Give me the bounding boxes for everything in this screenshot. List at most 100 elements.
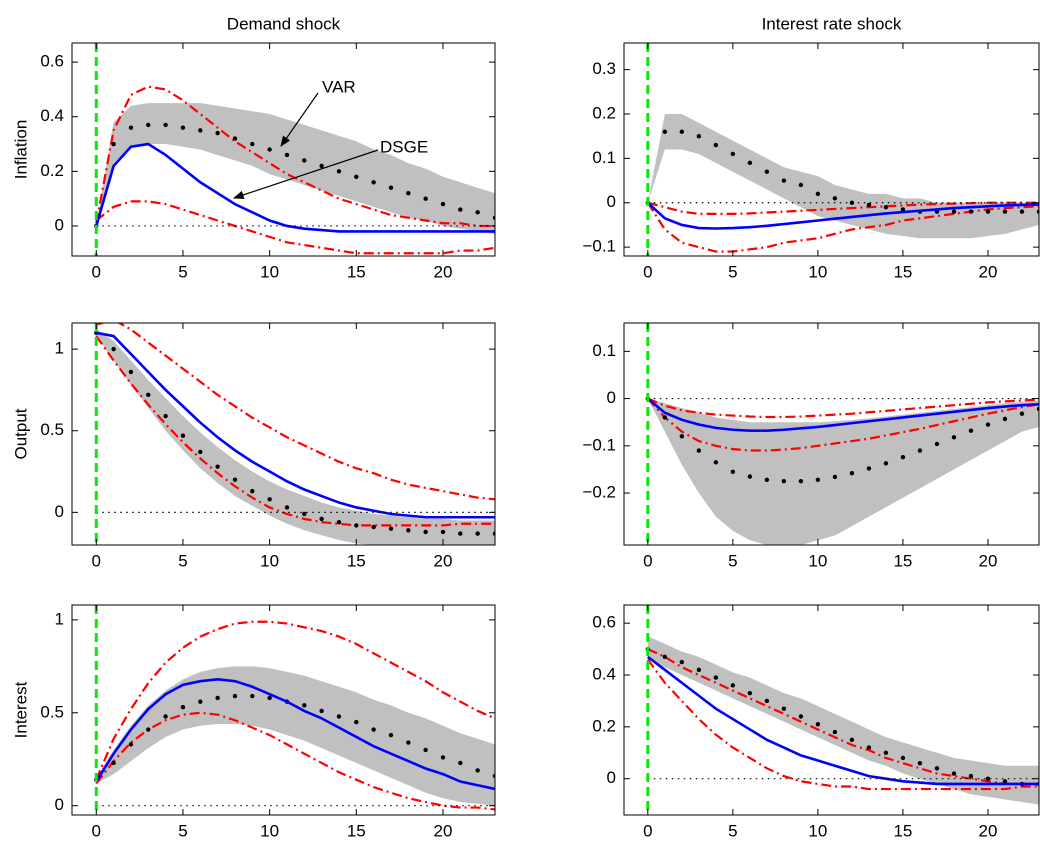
var-point (319, 516, 324, 522)
x-tick-label: 20 (434, 551, 453, 570)
plot (94, 43, 495, 256)
y-tick-label: −0.2 (582, 483, 616, 502)
x-tick-label: 0 (92, 821, 101, 840)
var-point (900, 207, 906, 212)
var-point (215, 695, 220, 701)
y-tick-label: 1 (55, 339, 64, 358)
var-point (388, 185, 394, 190)
var-point (662, 415, 668, 420)
var-point (111, 346, 116, 352)
dsge-line (647, 655, 1039, 786)
var-point (128, 742, 134, 747)
var-point (747, 474, 753, 479)
var-point (475, 210, 480, 215)
var-point (662, 129, 668, 134)
axes-frame (623, 322, 1040, 546)
var-point (679, 129, 685, 134)
var-point (354, 174, 359, 180)
var-point (781, 178, 787, 183)
x-tick-label: 0 (92, 551, 101, 570)
var-point (180, 705, 186, 710)
panel: 0 5 10 15 20 0 0.2 0.4 0.6 (592, 604, 1040, 840)
var-point (267, 695, 272, 701)
panel: 0 5 10 15 20 0 0.2 0.4 0.6 Demand shock Inflation (11, 14, 496, 281)
dsge-band-line (95, 200, 495, 255)
annotation: DSGE (380, 137, 428, 156)
confidence-band (647, 636, 1039, 805)
dsge-band-line (647, 397, 1039, 419)
var-point (111, 141, 116, 147)
var-point (968, 428, 974, 433)
var-point (781, 706, 787, 711)
var-point (440, 201, 446, 207)
var-point (388, 732, 394, 738)
var-point (111, 760, 116, 766)
var-point (951, 209, 957, 214)
var-point (696, 448, 702, 453)
x-tick-label: 5 (178, 262, 187, 281)
var-point (764, 477, 770, 483)
y-tick-label: 0.5 (40, 702, 64, 721)
dsge-line (95, 678, 495, 791)
var-point (371, 727, 376, 732)
x-tick-label: 10 (260, 262, 279, 281)
var-point (371, 524, 376, 530)
var-point (730, 151, 736, 157)
var-point (336, 714, 342, 719)
y-tick-label: 0 (607, 768, 616, 787)
var-point (662, 654, 668, 660)
var-point (440, 755, 446, 760)
var-point (764, 169, 770, 174)
arrow (280, 92, 319, 147)
y-tick-label: 0.1 (592, 148, 616, 167)
x-tick-label: 5 (178, 821, 187, 840)
x-tick-label: 20 (979, 262, 998, 281)
panel: 0 5 10 15 20 0 0.5 1 Interest (11, 604, 496, 840)
var-point (696, 133, 702, 139)
y-tick-label: 0 (607, 192, 616, 211)
y-tick-label: 0.2 (592, 103, 616, 122)
y-tick-label: 0.4 (592, 664, 616, 683)
var-point (985, 209, 991, 214)
var-point (832, 474, 838, 480)
y-tick-label: 0.6 (592, 613, 616, 632)
var-point (730, 469, 736, 474)
var-point (354, 719, 359, 725)
var-point (198, 699, 203, 704)
var-point (883, 750, 889, 755)
var-point (163, 122, 168, 128)
axes-frame (623, 42, 1040, 257)
dsge-band-line (95, 335, 495, 527)
var-point (302, 511, 307, 517)
var-point (832, 729, 838, 735)
var-point (781, 479, 787, 484)
var-point (1019, 209, 1025, 214)
var-point (713, 142, 719, 148)
dsge-band-line (646, 202, 1039, 253)
panel-title: Interest rate shock (762, 14, 902, 33)
plot (645, 323, 1039, 545)
var-point (492, 531, 495, 536)
var-point (319, 708, 324, 714)
var-point (250, 488, 255, 494)
var-point (883, 461, 889, 466)
y-axis-label: Inflation (11, 120, 30, 180)
y-tick-label: −0.1 (582, 237, 616, 256)
var-point (198, 449, 203, 455)
axes-frame (71, 322, 496, 546)
x-tick-label: 10 (808, 551, 827, 570)
var-point (815, 191, 821, 197)
panel-title: Demand shock (227, 14, 341, 33)
var-point (371, 180, 376, 185)
var-point (458, 760, 463, 766)
var-point (815, 722, 821, 727)
y-tick-label: 1 (55, 609, 64, 628)
x-tick-label: 15 (893, 262, 912, 281)
x-tick-label: 0 (643, 821, 652, 840)
x-tick-label: 20 (979, 821, 998, 840)
x-tick-label: 0 (643, 551, 652, 570)
var-point (849, 737, 855, 743)
x-tick-label: 10 (260, 821, 279, 840)
y-tick-label: 0 (55, 502, 64, 521)
var-point (267, 497, 272, 502)
